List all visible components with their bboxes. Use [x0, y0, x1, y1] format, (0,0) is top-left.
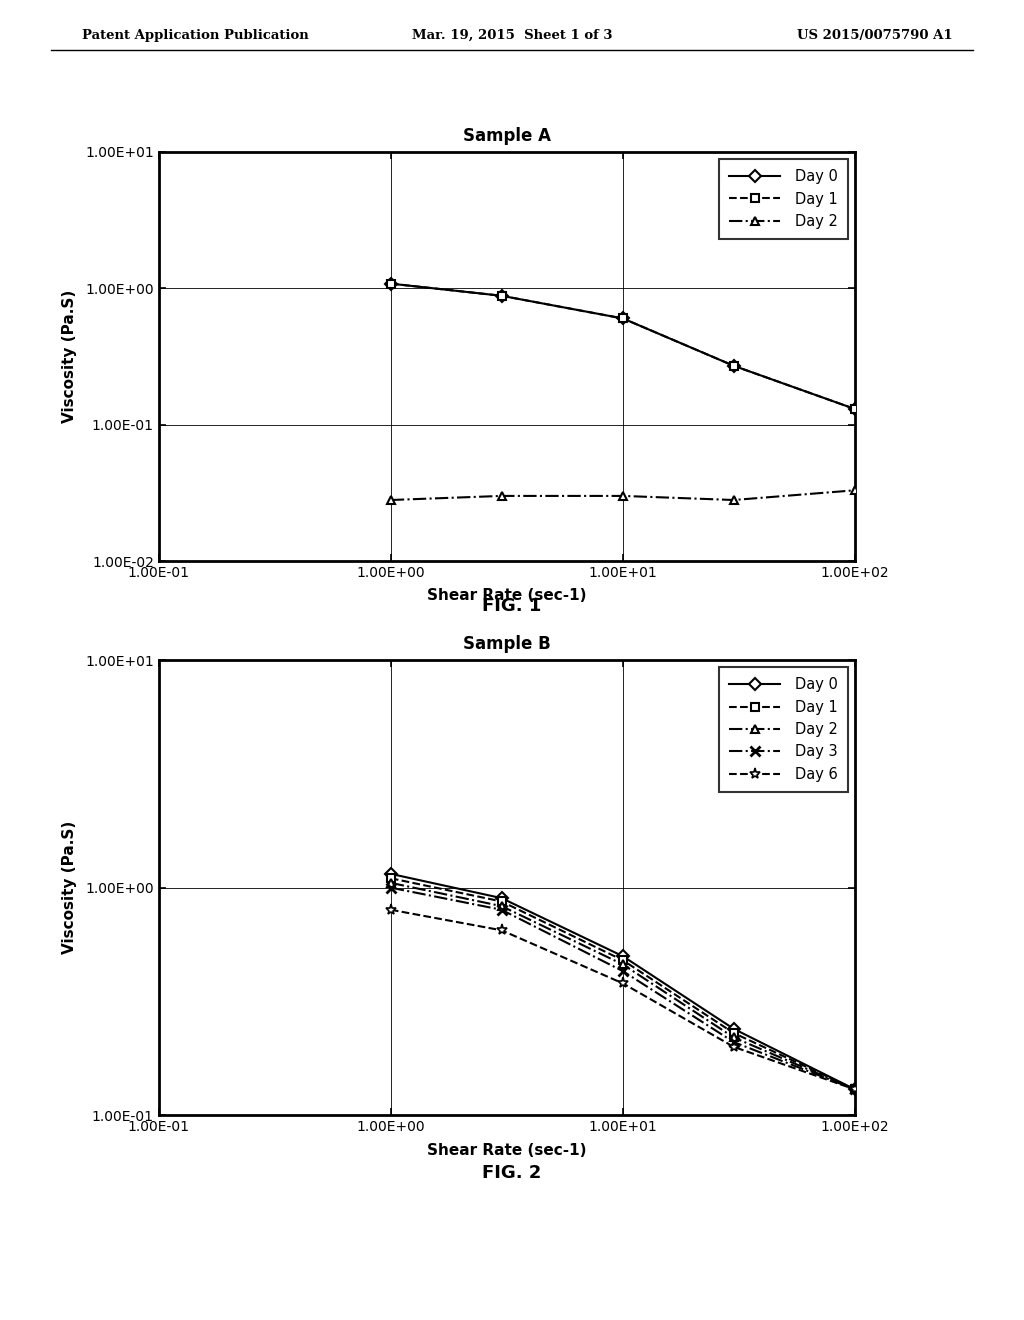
Day 1 [496, 288, 508, 304]
Legend: Day 0, Day 1, Day 2: Day 0, Day 1, Day 2 [719, 160, 848, 239]
Day 1 [385, 276, 397, 292]
Line: Day 0: Day 0 [387, 280, 859, 413]
Legend: Day 0, Day 1, Day 2, Day 3, Day 6: Day 0, Day 1, Day 2, Day 3, Day 6 [719, 668, 848, 792]
Day 0 [849, 401, 861, 417]
Day 3 [496, 902, 508, 917]
Day 3 [385, 880, 397, 896]
Day 1 [727, 1026, 739, 1041]
Day 0 [385, 276, 397, 292]
Day 0 [727, 358, 739, 374]
Day 2 [496, 488, 508, 504]
Line: Day 2: Day 2 [387, 879, 859, 1094]
Day 0 [849, 1081, 861, 1097]
Day 6 [385, 902, 397, 917]
Line: Day 6: Day 6 [385, 904, 860, 1096]
Day 1 [496, 894, 508, 909]
Day 1 [849, 401, 861, 417]
Text: FIG. 1: FIG. 1 [482, 597, 542, 615]
Day 0 [385, 866, 397, 882]
Day 0 [496, 288, 508, 304]
Day 0 [496, 890, 508, 906]
Day 2 [849, 482, 861, 498]
Day 2 [849, 1081, 861, 1097]
Title: Sample B: Sample B [463, 635, 551, 653]
Day 0 [616, 948, 629, 964]
Day 3 [849, 1081, 861, 1097]
Text: US 2015/0075790 A1: US 2015/0075790 A1 [797, 29, 952, 42]
Day 3 [616, 964, 629, 979]
Day 6 [849, 1081, 861, 1097]
X-axis label: Shear Rate (sec-1): Shear Rate (sec-1) [427, 1143, 587, 1158]
X-axis label: Shear Rate (sec-1): Shear Rate (sec-1) [427, 589, 587, 603]
Day 2 [496, 898, 508, 913]
Day 6 [496, 923, 508, 939]
Day 2 [727, 492, 739, 508]
Day 2 [727, 1030, 739, 1045]
Line: Day 0: Day 0 [387, 870, 859, 1094]
Line: Day 2: Day 2 [387, 486, 859, 504]
Day 0 [616, 310, 629, 326]
Line: Day 3: Day 3 [386, 883, 860, 1094]
Day 1 [616, 952, 629, 968]
Y-axis label: Viscosity (Pa.S): Viscosity (Pa.S) [61, 821, 77, 954]
Day 1 [616, 310, 629, 326]
Day 2 [385, 492, 397, 508]
Day 2 [616, 488, 629, 504]
Text: Mar. 19, 2015  Sheet 1 of 3: Mar. 19, 2015 Sheet 1 of 3 [412, 29, 612, 42]
Y-axis label: Viscosity (Pa.S): Viscosity (Pa.S) [61, 290, 77, 422]
Day 1 [849, 1081, 861, 1097]
Text: Patent Application Publication: Patent Application Publication [82, 29, 308, 42]
Day 6 [616, 975, 629, 991]
Title: Sample A: Sample A [463, 127, 551, 145]
Day 3 [727, 1034, 739, 1049]
Text: FIG. 2: FIG. 2 [482, 1164, 542, 1183]
Day 2 [616, 957, 629, 973]
Line: Day 1: Day 1 [387, 874, 859, 1094]
Day 6 [727, 1039, 739, 1055]
Day 0 [727, 1020, 739, 1036]
Line: Day 1: Day 1 [387, 280, 859, 413]
Day 1 [385, 870, 397, 886]
Day 2 [385, 875, 397, 891]
Day 1 [727, 358, 739, 374]
